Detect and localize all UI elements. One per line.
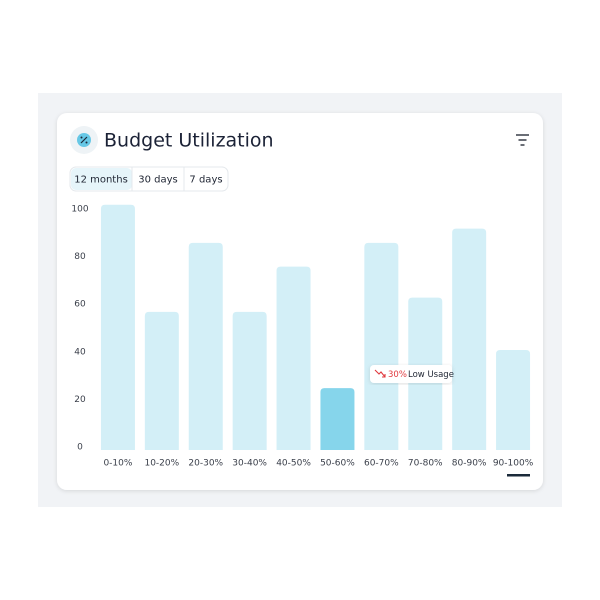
x-tick-label: 10-20% — [144, 459, 179, 469]
y-tick-label: 100 — [71, 204, 88, 214]
bar — [232, 311, 267, 450]
tab[interactable]: 7 days — [189, 175, 222, 186]
title-icon — [70, 126, 98, 154]
tab[interactable]: 12 months — [74, 175, 128, 186]
x-tick-label: 80-90% — [452, 459, 487, 469]
x-tick-label: 70-80% — [408, 459, 443, 469]
x-tick-label: 40-50% — [276, 459, 311, 469]
bar — [364, 242, 399, 450]
trend-down-icon — [374, 369, 386, 378]
scroll-indicator — [507, 474, 530, 477]
annotation-change: 30% — [388, 370, 407, 380]
tab[interactable]: 30 days — [138, 175, 178, 186]
tab-active-bg — [71, 168, 132, 190]
bar — [452, 228, 487, 450]
bar — [100, 204, 135, 450]
x-tick-label: 90-100% — [493, 459, 534, 469]
bar — [496, 350, 531, 450]
y-tick-label: 0 — [77, 443, 83, 453]
y-tick-label: 20 — [74, 395, 86, 405]
chart-title: Budget Utilization — [104, 130, 274, 152]
annotation: 30% Low Usage — [370, 365, 454, 383]
y-tick-label: 80 — [74, 252, 86, 262]
x-tick-label: 0-10% — [103, 459, 132, 469]
x-tick-label: 50-60% — [320, 459, 355, 469]
bar — [144, 311, 179, 450]
x-tick-label: 60-70% — [364, 459, 399, 469]
bar — [276, 266, 311, 450]
annotation-label: Low Usage — [408, 370, 454, 380]
y-tick-label: 60 — [74, 300, 86, 310]
bar — [320, 388, 355, 450]
x-tick-label: 20-30% — [188, 459, 223, 469]
filter-button[interactable] — [516, 134, 529, 146]
y-tick-label: 40 — [74, 347, 86, 357]
annotation-box — [370, 365, 452, 383]
bar — [188, 242, 223, 450]
x-tick-label: 30-40% — [232, 459, 267, 469]
